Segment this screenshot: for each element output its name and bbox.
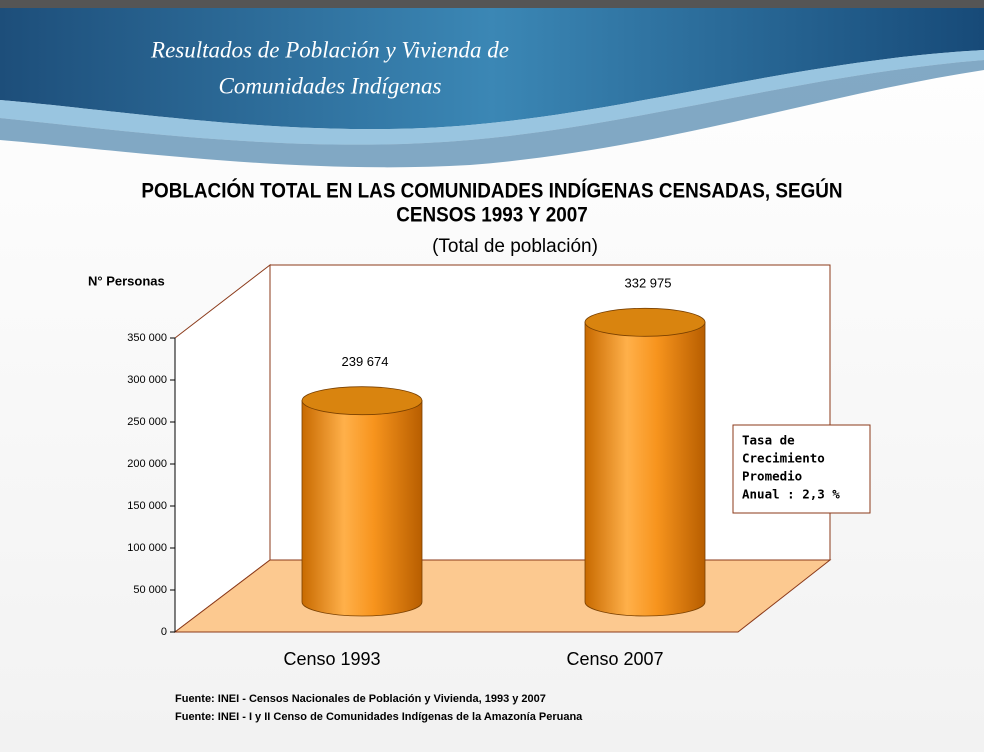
annotation: Promedio [742,469,802,484]
chart-subtitle: (Total de población) [432,236,598,257]
cylinder [584,307,706,617]
y-tick-label: 350 000 [127,332,167,344]
banner-wave [0,50,984,145]
y-tick-label: 50 000 [133,584,167,596]
banner-wave [0,60,984,168]
cylinder-top [301,386,423,416]
annotation: Tasa de [742,433,795,448]
y-tick-label: 100 000 [127,542,167,554]
header-title: Comunidades Indígenas [219,73,442,98]
source: Fuente: INEI - Censos Nacionales de Pobl… [175,693,546,705]
floor [173,559,832,633]
value-label: 332 975 [625,276,672,291]
banner [0,8,984,130]
chart-title: POBLACIÓN TOTAL EN LAS COMUNIDADES INDÍG… [141,178,842,203]
y-tick-label: 250 000 [127,416,167,428]
source: Fuente: INEI - I y II Censo de Comunidad… [175,711,583,723]
y-axis-label: N° Personas [88,273,165,288]
plot: 0 50 000 100 000 150 000 200 000 250 000 300 0… [127,276,706,669]
cylinder-top [584,307,706,337]
cylinder-body [301,400,423,617]
y-tick-label: 0 [161,626,167,638]
y-tick-label: 200 000 [127,458,167,470]
chart-title: CENSOS 1993 Y 2007 [396,204,588,227]
annotation-box [732,424,871,514]
y-tick-label: 150 000 [127,500,167,512]
cylinder-body [584,321,706,617]
y-tick-label: 300 000 [127,374,167,386]
x-tick-label: Censo 1993 [283,649,380,669]
cylinder [301,386,423,617]
annotation: Crecimiento [742,451,825,466]
top-strip [0,0,984,8]
value-label: 239 674 [342,354,389,369]
annotation: Anual : 2,3 % [742,487,840,502]
x-tick-label: Censo 2007 [566,649,663,669]
header-title: Resultados de Población y Vivienda de [150,37,509,62]
